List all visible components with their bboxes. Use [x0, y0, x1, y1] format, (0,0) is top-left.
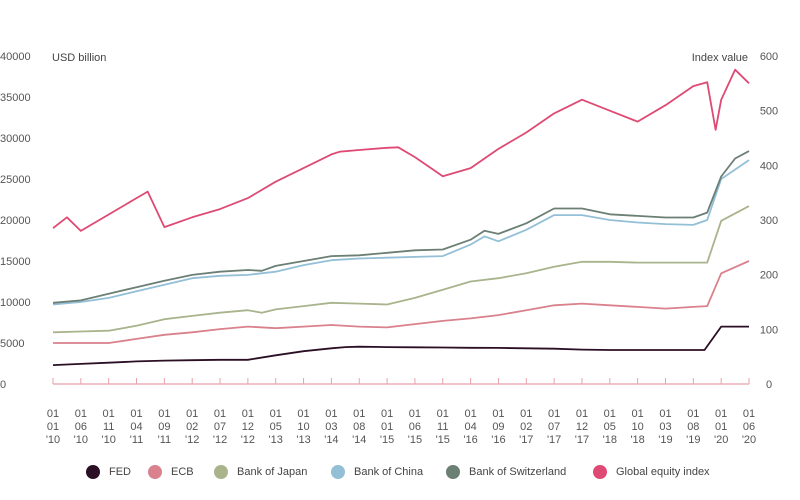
legend-swatch: [446, 465, 460, 479]
left-y-tick-label: 25000: [0, 174, 31, 186]
legend-swatch: [593, 465, 607, 479]
legend-item: Bank of Switzerland: [446, 462, 566, 482]
x-tick-label: 01 05'13: [269, 408, 283, 446]
x-tick-label: 01 10'18: [630, 408, 644, 446]
legend-swatch: [331, 465, 345, 479]
legend-swatch: [148, 465, 162, 479]
fed-line: [52, 325, 749, 366]
legend-item: Bank of China: [331, 462, 423, 482]
x-tick-label: 01 01'15: [380, 408, 394, 446]
x-tick-label: 01 11'15: [436, 408, 450, 446]
global-equity-index-line: [52, 68, 750, 232]
legend-label: Global equity index: [616, 466, 710, 478]
x-tick-label: 01 06'20: [742, 408, 756, 446]
legend-item: Global equity index: [593, 462, 710, 482]
x-tick-label: 01 09'11: [158, 408, 172, 446]
x-tick-label: 01 09'16: [491, 408, 505, 446]
left-y-tick-label: 40000: [0, 51, 31, 63]
left-y-tick-label: 0: [0, 379, 6, 391]
left-axis-label: USD billion: [52, 52, 106, 64]
left-y-axis-ticks: 0 5000 10000 15000 20000 25000 30000 35000 40000: [0, 51, 31, 391]
x-tick-label: 01 01'20: [714, 408, 728, 446]
x-tick-label: 01 01'10: [46, 408, 60, 446]
x-tick-label: 01 07'17: [547, 408, 561, 446]
legend-label: ECB: [171, 466, 194, 478]
bank-of-japan-line: [52, 205, 750, 334]
left-y-tick-label: 5000: [0, 338, 24, 350]
right-y-tick-label: 0: [766, 379, 772, 391]
x-tick-label: 01 10'13: [296, 408, 310, 446]
legend-swatch: [86, 465, 100, 479]
x-tick-label: 01 08'19: [686, 408, 700, 446]
right-y-tick-label: 600: [760, 51, 778, 63]
x-tick-label: 01 03'14: [324, 408, 338, 446]
x-tick-label: 01 11'10: [102, 408, 116, 446]
right-y-tick-label: 500: [760, 106, 778, 118]
left-y-tick-label: 35000: [0, 92, 31, 104]
legend-item: ECB: [148, 462, 194, 482]
x-tick-label: 01 06'15: [408, 408, 422, 446]
right-y-tick-label: 400: [760, 160, 778, 172]
right-y-axis-ticks: 0 100 200 300 400 500 600: [760, 51, 778, 391]
x-tick-label: 01 04'11: [130, 408, 144, 446]
left-y-tick-label: 15000: [0, 256, 31, 268]
x-tick-label: 01 07'12: [213, 408, 227, 446]
legend-label: Bank of China: [354, 466, 424, 478]
legend: FED ECB Bank of Japan Bank of China Bank of …: [0, 462, 800, 486]
legend-item: Bank of Japan: [214, 462, 307, 482]
legend-label: FED: [109, 466, 131, 478]
legend-label: Bank of Japan: [237, 466, 308, 478]
bank-of-switzerland-line: [52, 150, 750, 304]
legend-item: FED: [86, 462, 131, 482]
x-tick-label: 01 08'14: [352, 408, 366, 446]
left-y-tick-label: 20000: [0, 215, 31, 227]
x-tick-label: 01 06'10: [74, 408, 88, 446]
x-tick-label: 01 02'12: [185, 408, 199, 446]
left-y-tick-label: 30000: [0, 133, 31, 145]
x-axis-ticks: 01 01'10 01 06'10 01 11'10 01 04'11 01 09'11 01 02 '…: [46, 378, 756, 446]
legend-label: Bank of Switzerland: [469, 466, 567, 478]
right-axis-label: Index value: [692, 52, 748, 64]
series-lines: [52, 68, 750, 366]
x-tick-label: 01 12'12: [241, 408, 255, 446]
x-tick-label: 01 03'19: [658, 408, 672, 446]
left-y-tick-label: 10000: [0, 297, 31, 309]
ecb-line: [53, 260, 750, 344]
x-tick-label: 01 04'16: [463, 408, 477, 446]
x-tick-label: 01 02'17: [519, 408, 533, 446]
legend-swatch: [214, 465, 228, 479]
bank-of-china-line: [52, 159, 750, 306]
x-tick-label: 01 12'17: [575, 408, 589, 446]
right-y-tick-label: 200: [760, 270, 778, 282]
right-y-tick-label: 100: [760, 324, 778, 336]
x-tick-label: 01 05'18: [603, 408, 617, 446]
right-y-tick-label: 300: [760, 215, 778, 227]
